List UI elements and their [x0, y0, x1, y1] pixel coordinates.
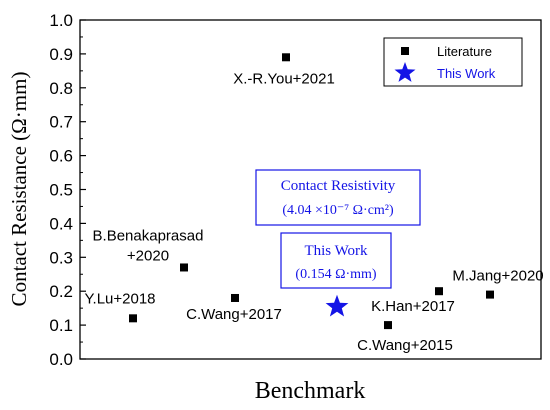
legend-literature-label: Literature: [437, 44, 492, 59]
this-work-annotation-line2: (0.154 Ω·mm): [295, 267, 377, 282]
point-labels: Y.Lu+2018 B.Benakaprasad +2020 C.Wang+2017 X…: [84, 70, 543, 354]
literature-point: [180, 263, 188, 272]
data-points: [129, 53, 494, 330]
resistivity-annotation-line2: (4.04 ×10⁻⁷ Ω·cm²): [282, 203, 394, 218]
point-label: C.Wang+2017: [186, 306, 282, 323]
legend-literature-marker: [401, 47, 409, 55]
y-tick-label: 0.2: [49, 282, 73, 301]
literature-point: [435, 287, 443, 296]
this-work-star: [325, 294, 349, 317]
y-tick-label: 0.0: [49, 350, 73, 369]
y-tick-label: 1.0: [49, 11, 73, 30]
point-label: Y.Lu+2018: [84, 290, 155, 307]
y-axis-label: Contact Resistance (Ω·mm): [7, 72, 31, 307]
y-tick-label: 0.5: [49, 181, 73, 200]
point-label: X.-R.You+2021: [233, 70, 335, 87]
this-work-annotation: This Work (0.154 Ω·mm): [280, 232, 392, 289]
point-label: C.Wang+2015: [357, 337, 453, 354]
y-axis: 0.0 0.1 0.2 0.3 0.4 0.5 0.6 0.7 0.8 0.9 1.0: [49, 11, 86, 369]
resistivity-annotation-box: [255, 169, 421, 226]
y-tick-label: 0.6: [49, 147, 73, 166]
resistivity-annotation: Contact Resistivity (4.04 ×10⁻⁷ Ω·cm²): [255, 169, 421, 226]
legend-this-work-marker: [394, 62, 416, 82]
x-axis-label: Benchmark: [255, 378, 366, 404]
resistivity-annotation-line1: Contact Resistivity: [281, 178, 396, 194]
y-tick-label: 0.4: [49, 214, 73, 233]
this-work-annotation-line1: This Work: [304, 243, 368, 259]
point-label: K.Han+2017: [371, 298, 455, 315]
y-tick-label: 0.9: [49, 45, 73, 64]
literature-point: [231, 293, 239, 302]
literature-point: [129, 314, 137, 323]
point-label: M.Jang+2020: [452, 268, 543, 285]
literature-point: [384, 321, 392, 330]
y-tick-label: 0.7: [49, 113, 73, 132]
legend: Literature This Work: [383, 37, 523, 87]
this-work-annotation-box: [280, 232, 392, 289]
point-label: B.Benakaprasad: [93, 227, 204, 244]
legend-this-work-label: This Work: [437, 66, 496, 81]
literature-point: [486, 290, 494, 299]
literature-point: [282, 53, 290, 62]
y-tick-label: 0.1: [49, 316, 73, 335]
point-label: +2020: [127, 247, 169, 264]
y-tick-label: 0.8: [49, 79, 73, 98]
y-tick-label: 0.3: [49, 248, 73, 267]
